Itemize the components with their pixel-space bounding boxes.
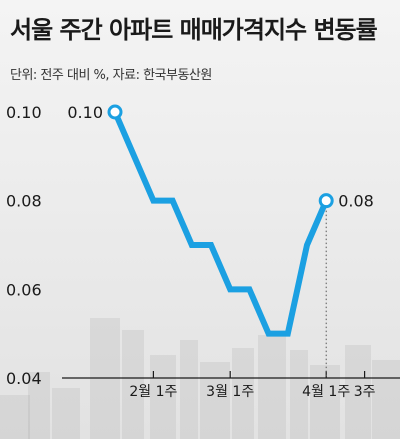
y-tick-label: 0.04: [6, 369, 42, 388]
building-shape-0: [0, 395, 30, 439]
building-shape-2: [52, 388, 80, 439]
series-line: [112, 110, 329, 337]
chart-series: [107, 104, 334, 337]
building-shape-5: [150, 355, 176, 439]
y-tick-label: 0.10: [6, 103, 42, 122]
building-shape-12: [345, 345, 371, 439]
chart-axes: 0.04 0.06 0.08 0.10 2월 1주 3월 1주 4월 1주 3주: [6, 103, 400, 400]
building-shape-9: [258, 335, 286, 439]
chart-subtitle: 단위: 전주 대비 %, 자료: 한국부동산원: [10, 68, 212, 83]
building-shape-13: [372, 360, 400, 439]
chart-labels: 0.10 0.08: [67, 103, 373, 211]
x-tick-label: 2월 1주: [129, 384, 177, 400]
building-shape-8: [232, 348, 254, 439]
end-marker: [318, 193, 334, 209]
x-tick-label: 4월 1주: [302, 384, 350, 400]
building-shape-10: [290, 350, 308, 439]
chart-title: 서울 주간 아파트 매매가격지수 변동률: [10, 16, 378, 44]
x-tick-label: 3주: [354, 384, 376, 400]
data-label: 0.08: [338, 192, 374, 211]
building-shape-1: [28, 372, 50, 439]
building-shape-7: [200, 362, 230, 439]
building-shape-4: [122, 330, 144, 439]
building-shape-6: [180, 340, 198, 439]
y-tick-label: 0.08: [6, 192, 42, 211]
end-marker: [107, 104, 123, 120]
x-tick-label: 3월 1주: [206, 384, 254, 400]
data-label: 0.10: [67, 103, 103, 122]
building-shape-11: [310, 365, 340, 439]
y-tick-label: 0.06: [6, 280, 42, 299]
